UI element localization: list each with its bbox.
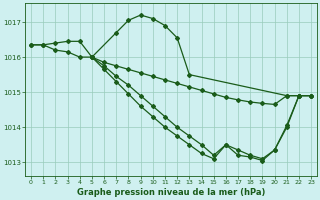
X-axis label: Graphe pression niveau de la mer (hPa): Graphe pression niveau de la mer (hPa) (77, 188, 265, 197)
